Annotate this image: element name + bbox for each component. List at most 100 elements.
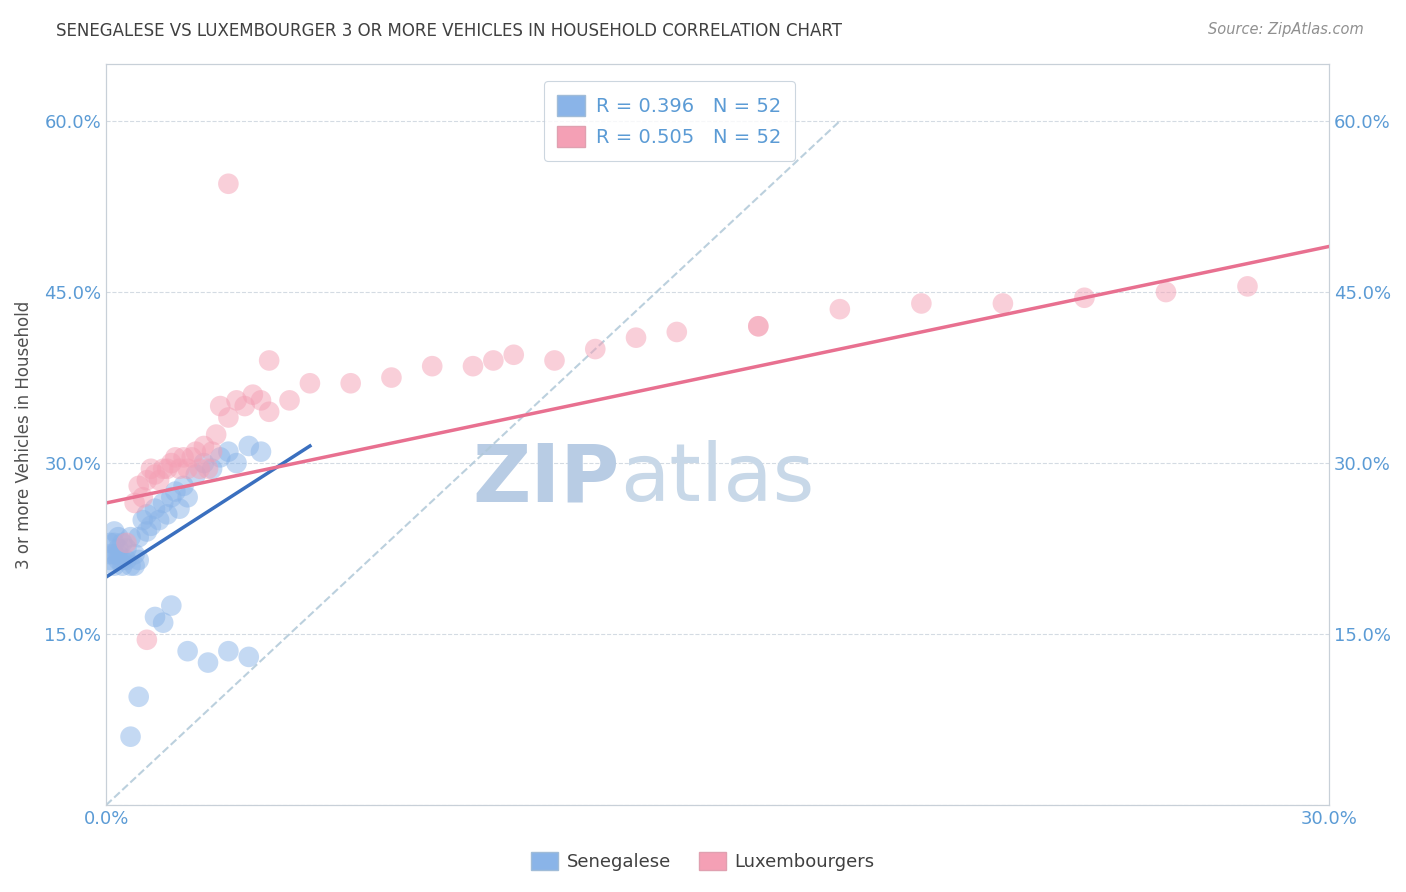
Point <box>98 547 121 561</box>
Point <box>193 439 215 453</box>
Point <box>135 524 157 539</box>
Point <box>225 393 247 408</box>
Point <box>128 553 150 567</box>
Point <box>132 513 155 527</box>
Point <box>257 353 280 368</box>
Point <box>197 656 219 670</box>
Point <box>482 353 505 368</box>
Point <box>128 690 150 704</box>
Point <box>747 319 769 334</box>
Point <box>209 399 232 413</box>
Point <box>176 462 198 476</box>
Point <box>380 370 402 384</box>
Point <box>665 325 688 339</box>
Point <box>201 462 224 476</box>
Legend: R = 0.396   N = 52, R = 0.505   N = 52: R = 0.396 N = 52, R = 0.505 N = 52 <box>544 81 796 161</box>
Point <box>184 444 207 458</box>
Point <box>139 462 162 476</box>
Point <box>103 524 125 539</box>
Point <box>152 462 174 476</box>
Point <box>173 450 195 465</box>
Point <box>747 319 769 334</box>
Point <box>420 359 443 374</box>
Text: Source: ZipAtlas.com: Source: ZipAtlas.com <box>1208 22 1364 37</box>
Text: SENEGALESE VS LUXEMBOURGER 3 OR MORE VEHICLES IN HOUSEHOLD CORRELATION CHART: SENEGALESE VS LUXEMBOURGER 3 OR MORE VEH… <box>56 22 842 40</box>
Point <box>169 462 191 476</box>
Point <box>225 456 247 470</box>
Point <box>238 649 260 664</box>
Point <box>98 536 121 550</box>
Point <box>143 501 166 516</box>
Point <box>176 644 198 658</box>
Point <box>160 490 183 504</box>
Point <box>135 508 157 522</box>
Point <box>176 490 198 504</box>
Point <box>124 496 146 510</box>
Point <box>217 644 239 658</box>
Point <box>111 558 134 573</box>
Point <box>205 427 228 442</box>
Point <box>257 405 280 419</box>
Point <box>242 387 264 401</box>
Point <box>152 496 174 510</box>
Point <box>135 632 157 647</box>
Text: ZIP: ZIP <box>472 440 620 518</box>
Point <box>217 177 239 191</box>
Text: atlas: atlas <box>620 440 814 518</box>
Point <box>139 518 162 533</box>
Point <box>278 393 301 408</box>
Point <box>1154 285 1177 299</box>
Point <box>103 547 125 561</box>
Point <box>1236 279 1258 293</box>
Point <box>148 473 170 487</box>
Point <box>103 536 125 550</box>
Point <box>184 467 207 482</box>
Point <box>828 302 851 317</box>
Point <box>107 541 129 556</box>
Point <box>115 541 138 556</box>
Point <box>502 348 524 362</box>
Point <box>165 484 187 499</box>
Point <box>543 353 565 368</box>
Point <box>233 399 256 413</box>
Point <box>197 462 219 476</box>
Point <box>217 444 239 458</box>
Point <box>156 462 179 476</box>
Point <box>120 558 142 573</box>
Point <box>238 439 260 453</box>
Point <box>148 513 170 527</box>
Point <box>339 376 361 391</box>
Point <box>107 547 129 561</box>
Point <box>209 450 232 465</box>
Point <box>103 558 125 573</box>
Point <box>156 508 179 522</box>
Point <box>217 410 239 425</box>
Point <box>624 331 647 345</box>
Point <box>298 376 321 391</box>
Point <box>115 553 138 567</box>
Point <box>160 456 183 470</box>
Point <box>583 342 606 356</box>
Point <box>461 359 484 374</box>
Point <box>188 462 211 476</box>
Point <box>193 456 215 470</box>
Point <box>160 599 183 613</box>
Y-axis label: 3 or more Vehicles in Household: 3 or more Vehicles in Household <box>15 301 32 569</box>
Point <box>132 490 155 504</box>
Point <box>107 530 129 544</box>
Point <box>910 296 932 310</box>
Point <box>124 547 146 561</box>
Point <box>135 473 157 487</box>
Point <box>124 558 146 573</box>
Point <box>107 553 129 567</box>
Point <box>120 530 142 544</box>
Point <box>173 479 195 493</box>
Point <box>115 536 138 550</box>
Point <box>250 393 273 408</box>
Point <box>111 536 134 550</box>
Point <box>165 450 187 465</box>
Point <box>250 444 273 458</box>
Point <box>111 553 134 567</box>
Point <box>201 444 224 458</box>
Point <box>143 467 166 482</box>
